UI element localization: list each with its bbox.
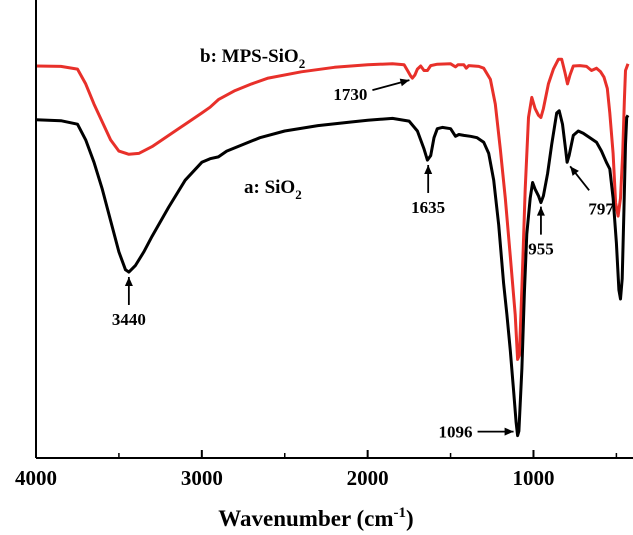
peak-label-3440: 3440 xyxy=(112,310,146,329)
series-label-b: b: MPS-SiO2 xyxy=(200,46,305,71)
peak-label-1096: 1096 xyxy=(439,423,473,442)
x-axis-ticks: 4000 3000 2000 1000 xyxy=(15,450,618,490)
x-axis-title: Wavenumber (cm-1) xyxy=(218,505,413,531)
peak-label-1730: 1730 xyxy=(333,85,367,104)
series-layer xyxy=(35,57,630,438)
peak-label-955: 955 xyxy=(528,240,554,259)
series-label-a: a: SiO2 xyxy=(244,177,302,202)
peak-label-797: 797 xyxy=(588,199,614,218)
annotation-layer: 1730 1635 3440 1096 955 797 xyxy=(112,78,614,442)
plot-background xyxy=(36,0,633,458)
x-tick-label: 2000 xyxy=(347,466,389,490)
series-line-mps-sio2 xyxy=(35,57,630,361)
plot-area: 1730 1635 3440 1096 955 797 4000 3000 2000 1000 xyxy=(15,0,633,490)
x-tick-label: 4000 xyxy=(15,466,57,490)
annotation-arrow-head xyxy=(424,165,433,174)
annotation-arrow-head xyxy=(536,206,545,216)
annotation-arrow-head xyxy=(399,78,410,87)
series-labels: b: MPS-SiO2 a: SiO2 xyxy=(200,46,305,202)
annotation-arrow-head xyxy=(504,427,514,436)
x-tick-label: 3000 xyxy=(181,466,223,490)
series-line-sio2 xyxy=(35,109,630,438)
peak-label-1635: 1635 xyxy=(411,198,445,217)
annotation-arrow-head xyxy=(570,166,579,176)
x-tick-label: 1000 xyxy=(512,466,554,490)
annotation-arrow-head xyxy=(124,277,133,286)
